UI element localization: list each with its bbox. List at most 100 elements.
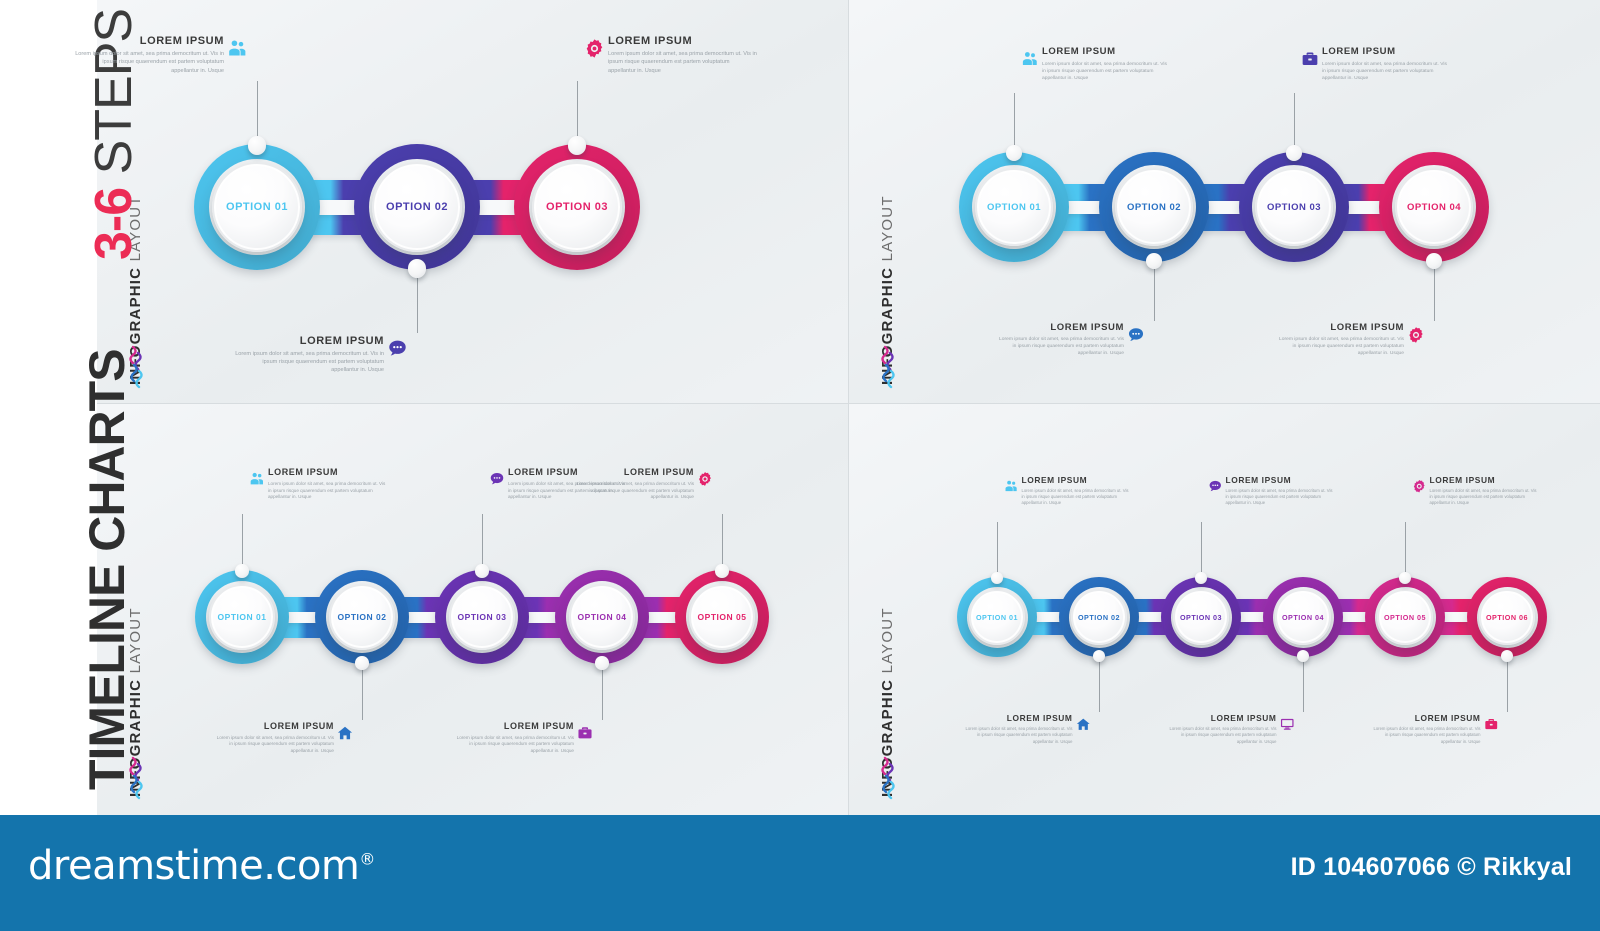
- step-disc[interactable]: OPTION 02: [1115, 168, 1193, 246]
- step-marker-ball[interactable]: [1006, 145, 1022, 162]
- callout-leader-line: [417, 277, 418, 333]
- panel-3-steps-graphics: OPTION 01 LOREM IPSUM Lorem ipsum dolor si…: [75, 0, 848, 403]
- callout-leader-line: [997, 521, 998, 572]
- step-marker-ball[interactable]: [595, 656, 609, 670]
- step-label: OPTION 05: [697, 612, 747, 622]
- callout-title: LOREM IPSUM: [1414, 713, 1481, 724]
- timeline-step[interactable]: OPTION 01 LOREM IPSUM Lorem ipsum dolor si…: [849, 0, 1600, 403]
- timeline-step[interactable]: OPTION 05 LOREM IPSUM Lorem ipsum dolor si…: [849, 404, 1600, 815]
- callout-title: LOREM IPSUM: [263, 720, 334, 731]
- step-disc[interactable]: OPTION 01: [209, 584, 275, 650]
- callout-leader-line: [1434, 268, 1435, 321]
- callout-title: LOREM IPSUM: [1322, 46, 1396, 58]
- callout-leader-line: [362, 669, 363, 720]
- panel-label-light: LAYOUT: [879, 195, 896, 262]
- step-marker-ball[interactable]: [1501, 650, 1513, 663]
- panel-5-steps-graphics: OPTION 01 LOREM IPSUM Lorem ipsum dolor si…: [97, 404, 848, 815]
- step-disc[interactable]: OPTION 04: [1395, 168, 1473, 246]
- step-callout: LOREM IPSUM Lorem ipsum dolor sit amet, s…: [216, 720, 360, 755]
- timeline-step[interactable]: OPTION 01 LOREM IPSUM Lorem ipsum dolor si…: [97, 404, 848, 815]
- step-marker-ball[interactable]: [247, 136, 267, 155]
- connector-bar-white: [602, 611, 722, 623]
- chat-icon: [384, 335, 411, 362]
- step-marker-ball[interactable]: [1286, 145, 1302, 162]
- steps-title-number: 3-6: [85, 187, 143, 260]
- step-marker-ball[interactable]: [1399, 571, 1411, 584]
- timeline-step[interactable]: OPTION 02 LOREM IPSUM Lorem ipsum dolor si…: [849, 0, 1600, 403]
- timeline-step[interactable]: OPTION 02 LOREM IPSUM Lorem ipsum dolor si…: [849, 404, 1600, 815]
- step-marker-ball[interactable]: [1146, 252, 1162, 269]
- main-title: TIMELINE CHARTS: [79, 349, 135, 790]
- panel-label-light: LAYOUT: [879, 607, 896, 674]
- briefcase-icon: [574, 722, 596, 744]
- step-disc[interactable]: OPTION 01: [212, 162, 302, 252]
- step-marker-ball[interactable]: [1297, 650, 1309, 663]
- step-callout: LOREM IPSUM Lorem ipsum dolor sit amet, s…: [1298, 46, 1451, 82]
- step-callout: LOREM IPSUM Lorem ipsum dolor sit amet, s…: [486, 467, 630, 501]
- registered-mark: ®: [359, 849, 375, 869]
- brand-wave-mark: [881, 345, 903, 394]
- step-marker-ball[interactable]: [1093, 650, 1105, 663]
- timeline-step[interactable]: OPTION 05 LOREM IPSUM Lorem ipsum dolor si…: [97, 404, 848, 815]
- step-disc[interactable]: OPTION 02: [372, 162, 462, 252]
- timeline-step[interactable]: OPTION 04 LOREM IPSUM Lorem ipsum dolor si…: [849, 404, 1600, 815]
- step-marker-ball[interactable]: [355, 656, 369, 670]
- callout-leader-line: [1014, 93, 1015, 146]
- chat-icon: [486, 468, 508, 490]
- dreamstime-logo: dreamstime.com®: [28, 843, 375, 889]
- timeline-step[interactable]: OPTION 01 LOREM IPSUM Lorem ipsum dolor si…: [75, 0, 848, 403]
- step-disc[interactable]: OPTION 03: [449, 584, 515, 650]
- step-label: OPTION 04: [1281, 612, 1325, 622]
- step-marker-ball[interactable]: [991, 571, 1003, 584]
- step-disc[interactable]: OPTION 01: [969, 589, 1025, 645]
- callout-title: LOREM IPSUM: [608, 35, 693, 48]
- callout-body: Lorem ipsum dolor sit amet, sea prima de…: [1169, 726, 1277, 744]
- step-marker-ball[interactable]: [1195, 571, 1207, 584]
- callout-leader-line: [1303, 662, 1304, 713]
- connector-bar-white: [1303, 612, 1405, 622]
- step-disc[interactable]: OPTION 01: [975, 168, 1053, 246]
- step-disc[interactable]: OPTION 04: [1275, 589, 1331, 645]
- step-marker-ball[interactable]: [1426, 252, 1442, 269]
- monitor-icon: [1277, 714, 1298, 735]
- step-disc[interactable]: OPTION 03: [532, 162, 622, 252]
- timeline-step[interactable]: OPTION 04 LOREM IPSUM Lorem ipsum dolor si…: [97, 404, 848, 815]
- brand-wave-mark: [881, 756, 903, 805]
- callout-leader-line: [577, 81, 578, 137]
- step-marker-ball[interactable]: [235, 564, 249, 578]
- step-marker-ball[interactable]: [715, 564, 729, 578]
- timeline-step[interactable]: OPTION 03 LOREM IPSUM Lorem ipsum dolor si…: [849, 404, 1600, 815]
- callout-body: Lorem ipsum dolor sit amet, sea prima de…: [75, 51, 224, 74]
- step-callout: LOREM IPSUM Lorem ipsum dolor sit amet, s…: [456, 721, 600, 755]
- step-label: OPTION 02: [386, 201, 448, 213]
- step-disc[interactable]: OPTION 05: [689, 584, 755, 650]
- step-marker-ball[interactable]: [475, 564, 489, 578]
- timeline-step[interactable]: OPTION 01 LOREM IPSUM Lorem ipsum dolor si…: [849, 404, 1600, 815]
- panel-divider-horizontal: [97, 403, 1600, 404]
- callout-body: Lorem ipsum dolor sit amet, sea prima de…: [1322, 61, 1447, 81]
- timeline-step[interactable]: OPTION 03 LOREM IPSUM Lorem ipsum dolor si…: [97, 0, 848, 403]
- callout-leader-line: [1405, 521, 1406, 572]
- callout-title: LOREM IPSUM: [268, 467, 339, 478]
- connector-bar-white: [1405, 612, 1507, 622]
- callout-body: Lorem ipsum dolor sit amet, sea prima de…: [1373, 726, 1481, 744]
- callout-leader-line: [1099, 662, 1100, 713]
- step-disc[interactable]: OPTION 03: [1173, 589, 1229, 645]
- step-disc[interactable]: OPTION 05: [1377, 589, 1433, 645]
- home-icon: [334, 722, 356, 744]
- step-disc[interactable]: OPTION 06: [1479, 589, 1535, 645]
- step-disc[interactable]: OPTION 02: [1071, 589, 1127, 645]
- timeline-step[interactable]: OPTION 06 LOREM IPSUM Lorem ipsum dolor si…: [849, 404, 1600, 815]
- step-disc[interactable]: OPTION 02: [329, 584, 395, 650]
- step-marker-ball[interactable]: [567, 136, 587, 155]
- timeline-step[interactable]: OPTION 03 LOREM IPSUM Lorem ipsum dolor si…: [97, 404, 848, 815]
- timeline-step[interactable]: OPTION 03 LOREM IPSUM Lorem ipsum dolor si…: [849, 0, 1600, 403]
- timeline-step[interactable]: OPTION 04 LOREM IPSUM Lorem ipsum dolor si…: [849, 0, 1600, 403]
- timeline-step[interactable]: OPTION 02 LOREM IPSUM Lorem ipsum dolor si…: [97, 404, 848, 815]
- timeline-step[interactable]: OPTION 02 LOREM IPSUM Lorem ipsum dolor si…: [97, 0, 848, 403]
- step-disc[interactable]: OPTION 03: [1255, 168, 1333, 246]
- step-disc[interactable]: OPTION 04: [569, 584, 635, 650]
- callout-leader-line: [257, 81, 258, 137]
- callout-body: Lorem ipsum dolor sit amet, sea prima de…: [965, 726, 1073, 744]
- step-marker-ball[interactable]: [407, 259, 427, 278]
